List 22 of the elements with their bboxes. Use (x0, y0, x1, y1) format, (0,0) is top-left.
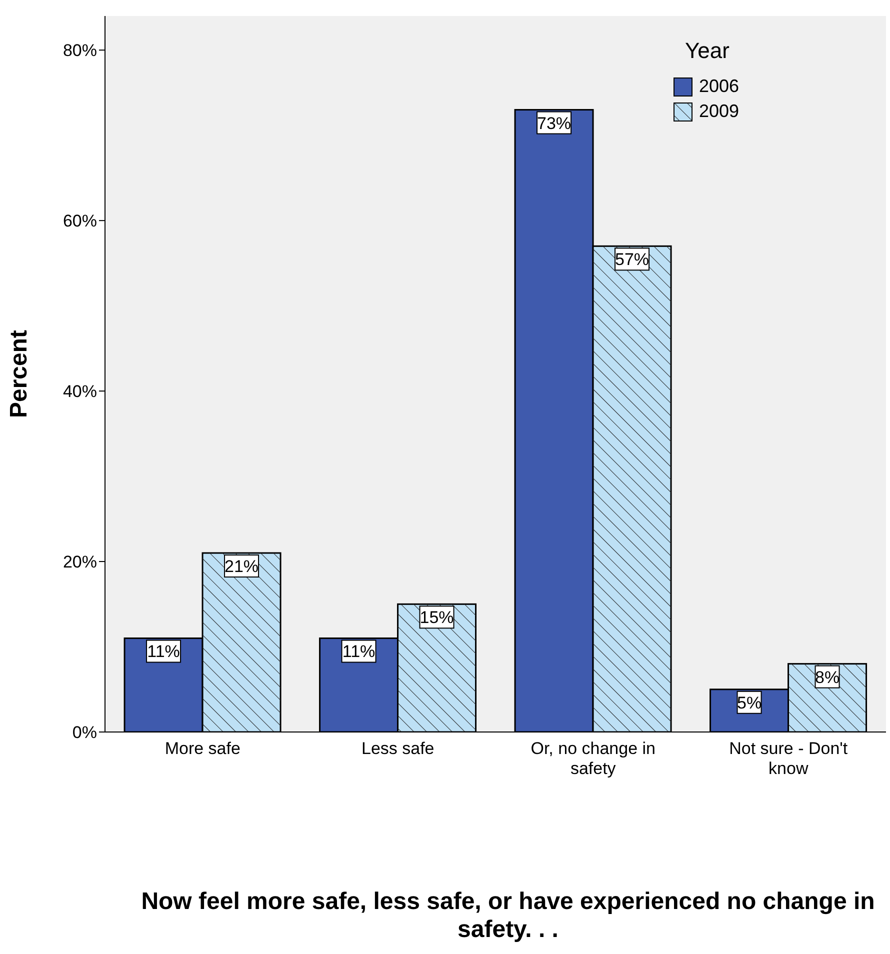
data-label: 8% (814, 668, 840, 687)
y-tick-label: 40% (62, 382, 97, 402)
data-label: 11% (147, 642, 180, 662)
data-label: 5% (736, 693, 762, 712)
x-tick-label: Or, no change in safety (530, 739, 656, 778)
legend-label: 2009 (699, 101, 740, 122)
y-tick-label: 60% (62, 212, 97, 231)
x-tick-label: More safe (164, 739, 240, 758)
y-axis-title: Percent (6, 330, 33, 418)
y-tick-label: 0% (72, 723, 97, 742)
data-label: 21% (224, 557, 259, 576)
legend-title: Year (685, 38, 730, 64)
x-tick-label: Less safe (361, 739, 434, 758)
x-axis-title: Now feel more safe, less safe, or have experienced no change in safety. . . (140, 888, 876, 944)
legend-label: 2006 (699, 76, 740, 97)
data-label: 73% (537, 114, 572, 133)
y-tick-label: 80% (62, 41, 97, 60)
y-tick-label: 20% (62, 552, 97, 572)
data-label: 15% (420, 608, 454, 628)
data-label: 57% (615, 250, 650, 270)
data-label: 11% (342, 642, 376, 662)
x-tick-label: Not sure - Don't know (729, 739, 848, 778)
